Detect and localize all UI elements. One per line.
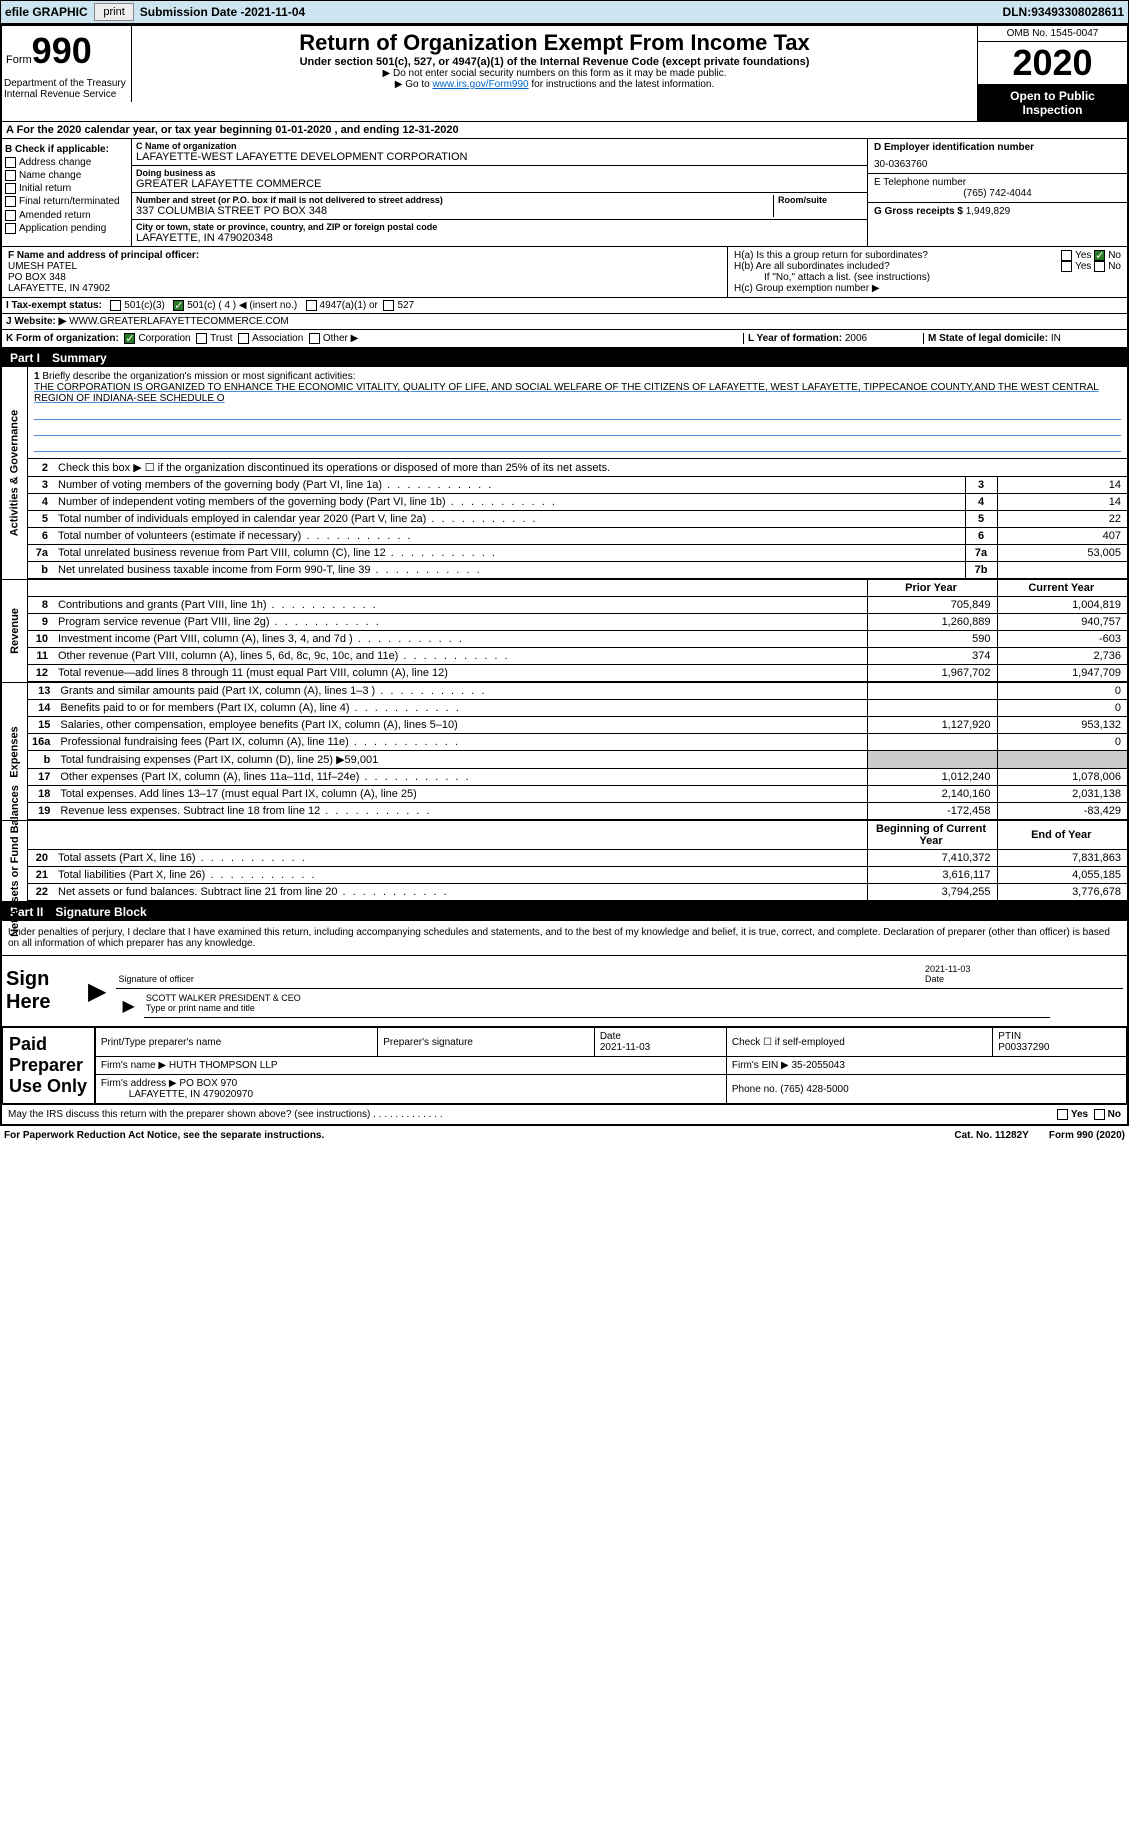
paid-preparer-label: Paid Preparer Use Only [2, 1027, 95, 1104]
gross-receipts: 1,949,829 [966, 206, 1011, 217]
opt-amended: Amended return [5, 210, 128, 221]
form-number-cell: Form990 [2, 26, 132, 76]
telephone: (765) 742-4044 [874, 188, 1121, 199]
row-l: L Year of formation: 2006 [743, 333, 923, 344]
row-m: M State of legal domicile: IN [923, 333, 1123, 344]
ein: 30-0363760 [874, 153, 1121, 170]
preparer-table: Print/Type preparer's name Preparer's si… [95, 1027, 1127, 1104]
ptin: P00337290 [998, 1042, 1049, 1053]
brief-description: 1 Briefly describe the organization's mi… [28, 367, 1127, 459]
form-number: 990 [32, 30, 92, 71]
part2-header: Part II Signature Block [2, 903, 1127, 921]
submission-date: 2021-11-04 [244, 5, 305, 19]
form-subtitle: Under section 501(c), 527, or 4947(a)(1)… [136, 56, 973, 68]
box-deg: D Employer identification number30-03637… [867, 139, 1127, 246]
sign-arrow-icon: ▶ [82, 977, 112, 1006]
print-button[interactable]: print [94, 3, 133, 21]
corp-checked [124, 333, 135, 344]
dept-line2: Internal Revenue Service [4, 89, 129, 100]
org-city: LAFAYETTE, IN 479020348 [136, 232, 863, 244]
line-a: A For the 2020 calendar year, or tax yea… [2, 122, 1127, 139]
side-revenue: Revenue [2, 580, 28, 682]
row-k: K Form of organization: Corporation Trus… [6, 333, 743, 344]
opt-final-return: Final return/terminated [5, 196, 128, 207]
submission-date-label: Submission Date - [140, 5, 245, 19]
expenses-table: 13Grants and similar amounts paid (Part … [28, 683, 1127, 820]
officer-name: UMESH PATEL [8, 261, 721, 272]
form-container: Form990 Department of the Treasury Inter… [0, 24, 1129, 1126]
year-cell: OMB No. 1545-0047 2020 Open to Public In… [977, 26, 1127, 121]
revenue-table: Prior YearCurrent Year 8Contributions an… [28, 580, 1127, 682]
box-c: C Name of organizationLAFAYETTE-WEST LAF… [132, 139, 867, 246]
opt-address-change: Address change [5, 157, 128, 168]
page-footer: For Paperwork Reduction Act Notice, see … [0, 1126, 1129, 1145]
part1-header: Part I Summary [2, 349, 1127, 367]
dln-value: 93493308028611 [1031, 5, 1124, 19]
penalty-text: Under penalties of perjury, I declare th… [2, 921, 1127, 955]
title-cell: Return of Organization Exempt From Incom… [132, 26, 977, 121]
row-j: J Website: ▶ WWW.GREATERLAFAYETTECOMMERC… [6, 316, 1123, 327]
form-word: Form [6, 54, 32, 66]
officer-addr2: LAFAYETTE, IN 47902 [8, 283, 721, 294]
firm-phone: (765) 428-5000 [780, 1084, 848, 1095]
top-bar: efile GRAPHIC print Submission Date - 20… [0, 0, 1129, 24]
ha-no-checked [1094, 250, 1105, 261]
officer-addr1: PO BOX 348 [8, 272, 721, 283]
side-netassets: Net Assets or Fund Balances [2, 821, 28, 901]
discuss-row: May the IRS discuss this return with the… [2, 1104, 1127, 1124]
firm-addr: PO BOX 970 [179, 1078, 237, 1089]
efile-label: efile GRAPHIC [5, 5, 88, 19]
box-f: F Name and address of principal officer:… [2, 247, 727, 297]
org-address: 337 COLUMBIA STREET PO BOX 348 [136, 205, 773, 217]
box-b: B Check if applicable: Address change Na… [2, 139, 132, 246]
org-dba: GREATER LAFAYETTE COMMERCE [136, 178, 863, 190]
website: WWW.GREATERLAFAYETTECOMMERCE.COM [69, 316, 289, 327]
form-title: Return of Organization Exempt From Incom… [136, 30, 973, 56]
omb-number: OMB No. 1545-0047 [978, 26, 1127, 42]
side-governance: Activities & Governance [2, 367, 28, 579]
department-cell: Department of the Treasury Internal Reve… [2, 76, 132, 102]
dept-line1: Department of the Treasury [4, 78, 129, 89]
open-inspection: Open to Public Inspection [978, 85, 1127, 121]
governance-table: 2Check this box ▶ ☐ if the organization … [28, 459, 1127, 579]
dln-label: DLN: [1003, 5, 1032, 19]
box-h: H(a) Is this a group return for subordin… [727, 247, 1127, 297]
opt-name-change: Name change [5, 170, 128, 181]
firm-ein: 35-2055043 [792, 1060, 845, 1071]
note-link: ▶ Go to www.irs.gov/Form990 for instruct… [136, 79, 973, 90]
note-ssn: ▶ Do not enter social security numbers o… [136, 68, 973, 79]
org-name: LAFAYETTE-WEST LAFAYETTE DEVELOPMENT COR… [136, 151, 863, 163]
officer-signature-name: SCOTT WALKER PRESIDENT & CEO [146, 993, 301, 1003]
netassets-table: Beginning of Current YearEnd of Year 20T… [28, 821, 1127, 901]
box-b-title: B Check if applicable: [5, 144, 128, 155]
mission-text: THE CORPORATION IS ORGANIZED TO ENHANCE … [34, 382, 1099, 404]
irs-link[interactable]: www.irs.gov/Form990 [432, 79, 528, 90]
sign-here-row: Sign Here ▶ Signature of officer 2021-11… [2, 955, 1127, 1027]
firm-name: HUTH THOMPSON LLP [169, 1060, 278, 1071]
opt-initial-return: Initial return [5, 183, 128, 194]
opt-pending: Application pending [5, 223, 128, 234]
row-i: I Tax-exempt status: 501(c)(3) 501(c) ( … [6, 300, 1123, 311]
tax-year: 2020 [978, 42, 1127, 85]
sign-arrow-icon: ▶ [116, 996, 140, 1016]
501c-checked [173, 300, 184, 311]
